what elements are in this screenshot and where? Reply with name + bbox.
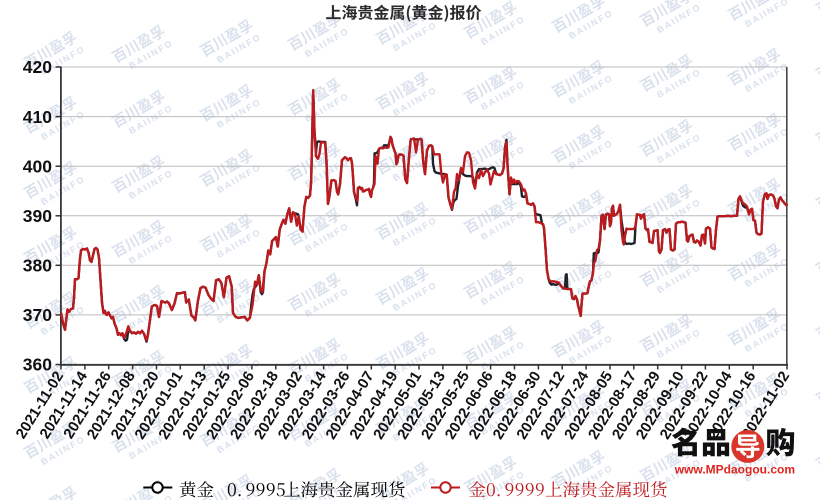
svg-text:400: 400 bbox=[23, 156, 52, 176]
svg-text:370: 370 bbox=[23, 305, 52, 325]
svg-text:390: 390 bbox=[23, 206, 52, 226]
svg-text:360: 360 bbox=[23, 355, 52, 375]
svg-text:www.MPdaogou.com: www.MPdaogou.com bbox=[674, 463, 795, 477]
svg-text:420: 420 bbox=[23, 57, 52, 77]
svg-text:380: 380 bbox=[23, 256, 52, 276]
svg-text:410: 410 bbox=[23, 107, 52, 127]
